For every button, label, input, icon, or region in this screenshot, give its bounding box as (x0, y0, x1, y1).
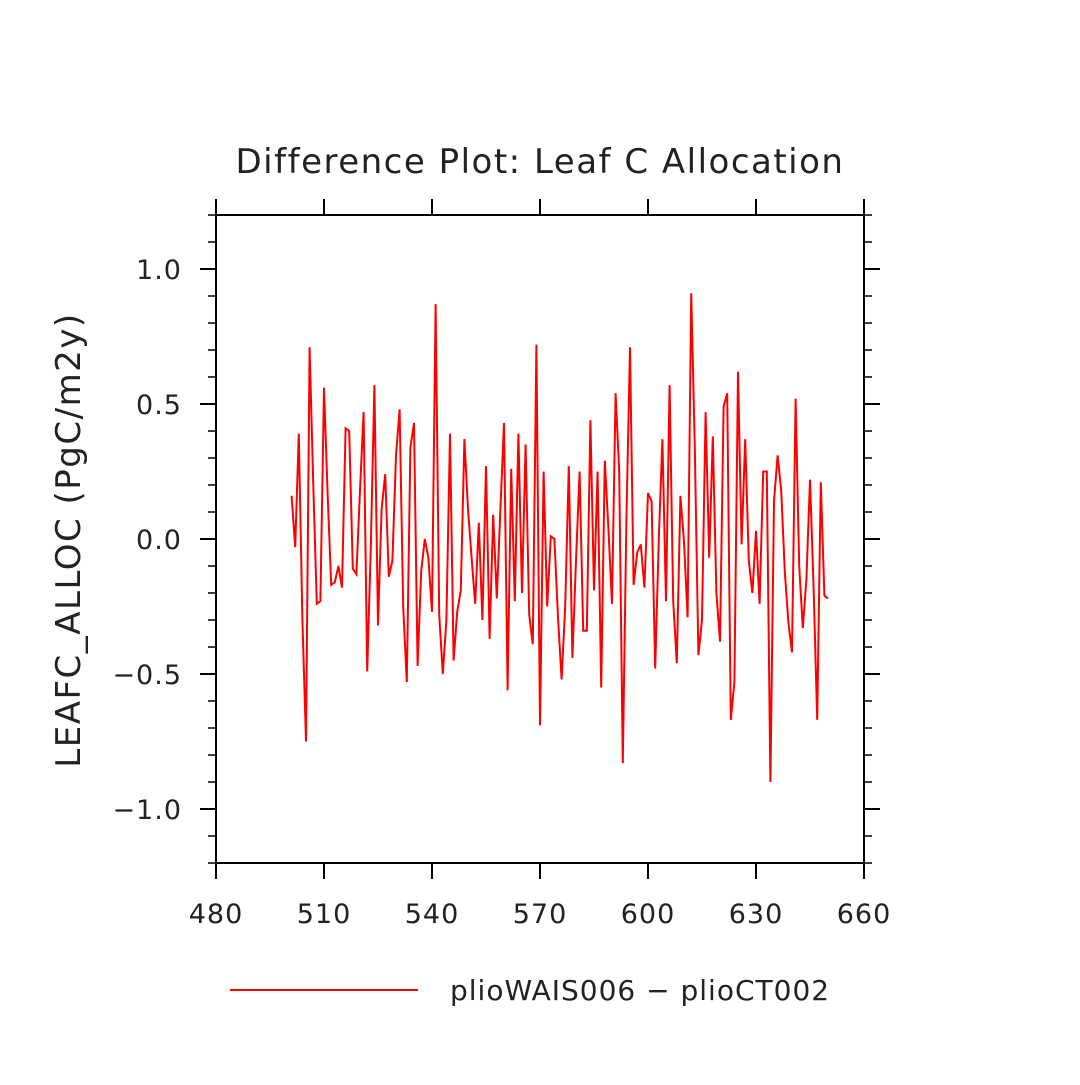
y-tick-label: 0.0 (136, 525, 182, 556)
x-tick-label: 570 (513, 899, 568, 930)
chart-title: Difference Plot: Leaf C Allocation (236, 142, 845, 182)
y-tick-label: 0.5 (136, 390, 182, 421)
y-tick-label: −0.5 (112, 660, 182, 691)
x-tick-labels: 480 510 540 570 600 630 660 (189, 899, 892, 930)
x-tick-label: 630 (729, 899, 784, 930)
x-tick-label: 480 (189, 899, 244, 930)
x-tick-label: 510 (297, 899, 352, 930)
y-axis-title: LEAFC_ALLOC (PgC/m2y) (49, 312, 89, 767)
axis-ticks (200, 199, 880, 879)
series-line-0 (290, 293, 829, 783)
x-tick-label: 540 (405, 899, 460, 930)
legend-label: plioWAIS006 − plioCT002 (450, 974, 830, 1007)
y-tick-label: 1.0 (136, 255, 182, 286)
plot-frame (215, 214, 865, 864)
legend: plioWAIS006 − plioCT002 (230, 974, 830, 1007)
series-layer (290, 293, 829, 783)
y-tick-labels: −1.0 −0.5 0.0 0.5 1.0 (112, 255, 182, 826)
x-tick-label: 660 (837, 899, 892, 930)
y-tick-label: −1.0 (112, 795, 182, 826)
x-tick-label: 600 (621, 899, 676, 930)
